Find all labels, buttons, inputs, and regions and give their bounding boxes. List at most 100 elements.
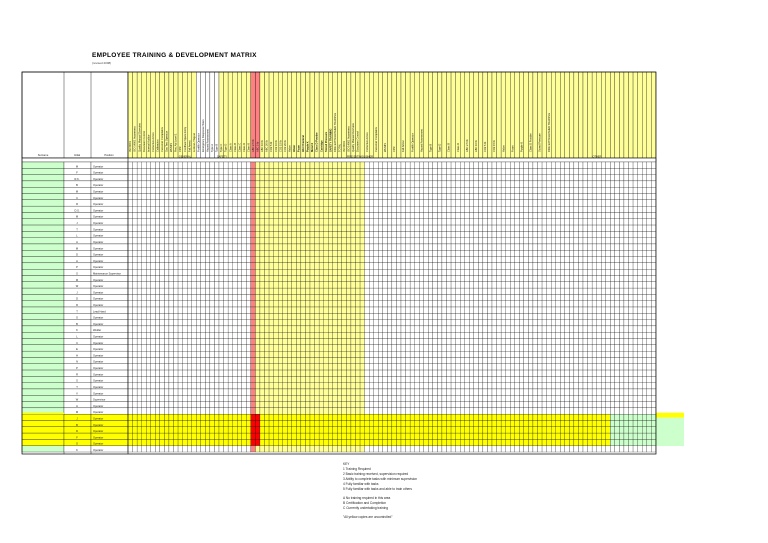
- matrix-cell: [227, 294, 233, 301]
- matrix-cell: [209, 212, 215, 219]
- matrix-cell: [623, 306, 629, 314]
- matrix-cell: [155, 193, 160, 200]
- matrix-cell: [500, 287, 506, 295]
- matrix-cell: [569, 231, 575, 238]
- matrix-cell: [519, 338, 524, 345]
- matrix-cell: [364, 344, 370, 352]
- matrix-cell: [614, 376, 620, 383]
- matrix-cell: [619, 275, 625, 282]
- matrix-cell: [414, 338, 420, 345]
- matrix-cell: [464, 300, 470, 308]
- matrix-cell: [273, 313, 279, 320]
- matrix-cell: [164, 218, 170, 226]
- matrix-cell: [432, 250, 438, 257]
- matrix-cell: [369, 193, 374, 200]
- matrix-cell: [487, 180, 493, 188]
- matrix-cell: [309, 376, 315, 383]
- matrix-cell: [209, 300, 215, 308]
- matrix-cell: [437, 256, 443, 263]
- matrix-cell: [350, 174, 356, 182]
- matrix-cell: [191, 174, 197, 182]
- matrix-cell: [264, 338, 270, 345]
- matrix-cell: [528, 344, 534, 352]
- matrix-cell: [187, 199, 192, 207]
- matrix-cell: [359, 231, 365, 238]
- matrix-cell: [428, 338, 433, 345]
- matrix-cell: [241, 269, 247, 276]
- matrix-cell: [146, 369, 151, 377]
- matrix-cell: [569, 325, 575, 333]
- matrix-cell: [318, 306, 324, 314]
- matrix-cell: [414, 369, 420, 377]
- matrix-cell: [573, 382, 579, 390]
- matrix-cell: [127, 313, 133, 320]
- matrix-cell: [551, 344, 556, 352]
- matrix-cell: [214, 180, 220, 188]
- matrix-cell: [591, 161, 597, 169]
- matrix-cell: [510, 231, 515, 238]
- matrix-cell: [400, 344, 406, 352]
- matrix-cell: [141, 187, 147, 194]
- matrix-cell: [296, 161, 302, 169]
- matrix-cell: [646, 319, 652, 327]
- matrix-cell: [323, 287, 329, 295]
- matrix-cell: [628, 231, 634, 238]
- matrix-cell: [155, 275, 160, 282]
- matrix-cell: [541, 376, 547, 383]
- matrix-cell: [519, 269, 524, 276]
- matrix-cell: [255, 369, 261, 377]
- matrix-cell: [355, 161, 361, 169]
- matrix-cell: [596, 344, 602, 352]
- matrix-cell: [528, 313, 534, 320]
- matrix-cell: [437, 357, 443, 364]
- matrix-cell: [141, 275, 147, 282]
- matrix-cell: [541, 174, 547, 182]
- matrix-cell: [364, 338, 370, 345]
- matrix-cell: [637, 269, 643, 276]
- matrix-cell: [555, 306, 561, 314]
- matrix-cell: [177, 256, 183, 263]
- matrix-cell: [573, 294, 579, 301]
- position-text: Welder: [93, 328, 101, 332]
- matrix-cell: [601, 174, 606, 182]
- matrix-cell: [632, 193, 638, 200]
- matrix-cell: [287, 351, 292, 358]
- matrix-cell: [369, 231, 374, 238]
- column-header-label: CO2 5 lb: [269, 141, 273, 152]
- matrix-cell: [268, 319, 274, 327]
- matrix-cell: [141, 382, 147, 390]
- matrix-cell: [646, 351, 652, 358]
- matrix-cell: [378, 199, 383, 207]
- matrix-cell: [209, 369, 215, 377]
- matrix-cell: [264, 357, 270, 364]
- matrix-cell: [173, 313, 179, 320]
- matrix-cell: [469, 319, 474, 327]
- matrix-cell: [450, 369, 456, 377]
- matrix-cell: [196, 224, 201, 232]
- matrix-cell: [205, 351, 211, 358]
- matrix-cell: [446, 306, 452, 314]
- matrix-cell: [191, 212, 197, 219]
- matrix-cell: [541, 325, 547, 333]
- matrix-cell: [296, 199, 302, 207]
- matrix-cell: [419, 275, 424, 282]
- matrix-cell: [318, 199, 324, 207]
- matrix-cell: [182, 325, 188, 333]
- matrix-cell: [528, 237, 534, 245]
- matrix-cell: [428, 224, 433, 232]
- matrix-cell: [569, 363, 575, 371]
- matrix-cell: [387, 256, 393, 263]
- matrix-cell: [282, 401, 288, 408]
- matrix-cell: [255, 262, 261, 270]
- matrix-cell: [177, 407, 183, 415]
- matrix-cell: [619, 269, 625, 276]
- matrix-cell: [246, 161, 251, 169]
- matrix-cell: [464, 212, 470, 219]
- matrix-cell: [246, 388, 251, 396]
- matrix-cell: [455, 199, 461, 207]
- matrix-cell: [496, 193, 502, 200]
- matrix-cell: [460, 395, 465, 402]
- matrix-cell: [314, 161, 320, 169]
- matrix-cell: [168, 243, 174, 251]
- header-column: [510, 71, 515, 159]
